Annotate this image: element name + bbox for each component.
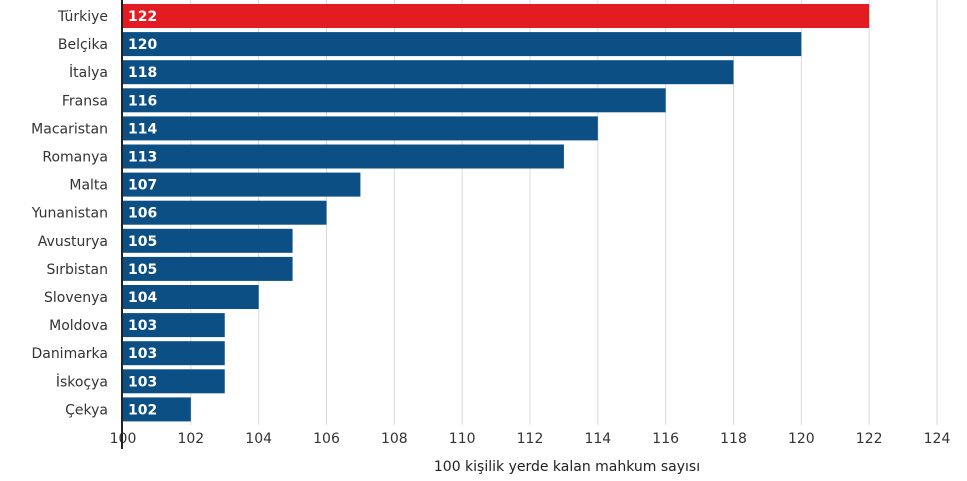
value-label: 103 [128,346,157,362]
x-tick-label: 106 [313,431,340,447]
value-label: 103 [128,374,157,390]
x-tick-label: 102 [177,431,204,447]
x-tick-label: 114 [584,431,611,447]
category-label: Macaristan [31,121,108,137]
category-label: Yunanistan [31,206,108,222]
category-label: Avusturya [38,234,108,250]
value-label: 113 [128,150,157,166]
bar [123,200,327,225]
category-label: Sırbistan [46,262,108,278]
value-label: 122 [128,9,157,25]
value-label: 114 [128,121,157,137]
category-label: Moldova [49,318,108,334]
value-label: 116 [128,93,157,109]
category-label: Çekya [65,402,108,418]
value-label: 102 [128,402,157,418]
category-label: Danimarka [31,346,108,362]
category-label: Slovenya [44,290,108,306]
x-tick-label: 112 [517,431,544,447]
bar [123,144,564,169]
value-label: 118 [128,65,157,81]
value-label: 120 [128,37,157,53]
x-tick-label: 124 [924,431,951,447]
x-tick-label: 122 [856,431,883,447]
bar [123,172,361,197]
bar [123,369,225,394]
bar [123,256,293,281]
value-label: 106 [128,206,157,222]
x-tick-labels: 100102104106108110112114116118120122124 [110,431,951,447]
category-label: İtalya [69,63,108,81]
bar [123,60,734,85]
x-axis-title: 100 kişilik yerde kalan mahkum sayısı [434,459,700,475]
category-label: İskoçya [56,372,108,390]
bar [123,341,225,366]
bar [123,116,598,141]
value-label: 105 [128,234,157,250]
value-label: 104 [128,290,157,306]
bar [123,285,259,309]
bar [123,32,802,57]
category-label: Belçika [58,37,108,53]
bar [123,313,225,338]
bar [123,228,293,253]
category-label: Malta [69,178,108,194]
bar [123,88,666,113]
category-labels: Türkiye Belçika İtalya Fransa Macaristan Roma… [31,9,108,418]
value-label: 105 [128,262,157,278]
bar [123,397,191,422]
x-tick-label: 118 [720,431,747,447]
value-label: 103 [128,318,157,334]
bar [123,4,870,28]
category-label: Türkiye [57,9,108,25]
value-labels: 122 120 118 116 114 113 107 106 105 105 104 103 103 1… [128,9,157,418]
bars [123,4,870,422]
x-tick-label: 110 [449,431,476,447]
x-tick-label: 104 [245,431,272,447]
x-tick-label: 116 [652,431,679,447]
x-tick-label: 108 [381,431,408,447]
value-label: 107 [128,178,157,194]
category-label: Romanya [42,150,108,166]
x-tick-label: 120 [788,431,815,447]
category-label: Fransa [62,93,108,109]
